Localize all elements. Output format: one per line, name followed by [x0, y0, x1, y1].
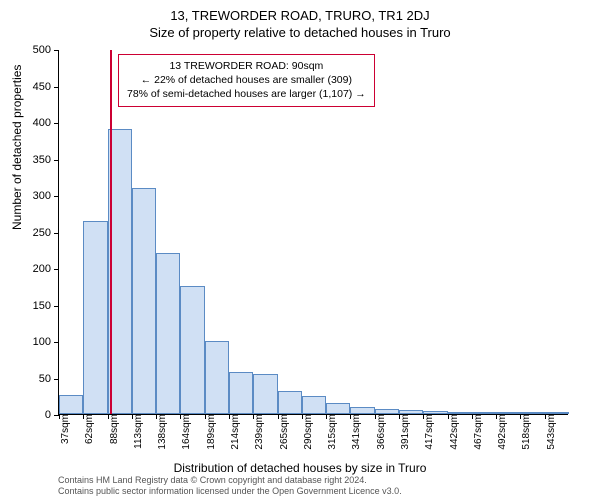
- y-tick-label: 100: [33, 336, 59, 348]
- histogram-bar: [59, 395, 83, 414]
- footer-line-1: Contains HM Land Registry data © Crown c…: [58, 475, 402, 486]
- callout-line: 78% of semi-detached houses are larger (…: [127, 87, 366, 101]
- histogram-bar: [180, 286, 204, 414]
- footer-line-2: Contains public sector information licen…: [58, 486, 402, 497]
- page-title: 13, TREWORDER ROAD, TRURO, TR1 2DJ: [0, 8, 600, 23]
- histogram-bar: [326, 403, 350, 414]
- y-tick-label: 50: [39, 373, 59, 385]
- histogram-bar: [205, 341, 229, 414]
- x-tick-label: 442sqm: [442, 414, 460, 450]
- x-tick-label: 214sqm: [223, 414, 241, 450]
- y-tick-label: 150: [33, 300, 59, 312]
- x-tick-label: 543sqm: [539, 414, 557, 450]
- y-tick-label: 200: [33, 263, 59, 275]
- callout-line: ← 22% of detached houses are smaller (30…: [127, 73, 366, 87]
- x-tick-label: 88sqm: [102, 414, 120, 444]
- y-tick-label: 300: [33, 190, 59, 202]
- x-tick-label: 189sqm: [199, 414, 217, 450]
- histogram-bar: [156, 253, 180, 414]
- x-tick-label: 138sqm: [150, 414, 168, 450]
- x-axis-label: Distribution of detached houses by size …: [0, 461, 600, 475]
- x-tick-label: 492sqm: [490, 414, 508, 450]
- footer-attribution: Contains HM Land Registry data © Crown c…: [58, 475, 402, 497]
- y-tick-label: 350: [33, 154, 59, 166]
- histogram-bar: [132, 188, 156, 414]
- y-tick-label: 250: [33, 227, 59, 239]
- x-tick-label: 366sqm: [369, 414, 387, 450]
- x-tick-label: 164sqm: [174, 414, 192, 450]
- x-tick-label: 341sqm: [344, 414, 362, 450]
- x-tick-label: 265sqm: [272, 414, 290, 450]
- histogram-chart: 05010015020025030035040045050037sqm62sqm…: [58, 50, 568, 415]
- property-callout: 13 TREWORDER ROAD: 90sqm← 22% of detache…: [118, 54, 375, 107]
- histogram-bar: [229, 372, 253, 414]
- y-tick-label: 500: [33, 44, 59, 56]
- x-tick-label: 391sqm: [393, 414, 411, 450]
- histogram-bar: [278, 391, 302, 414]
- page-subtitle: Size of property relative to detached ho…: [0, 25, 600, 40]
- histogram-bar: [350, 407, 374, 414]
- callout-line: 13 TREWORDER ROAD: 90sqm: [127, 59, 366, 73]
- histogram-bar: [545, 412, 569, 414]
- histogram-bar: [253, 374, 277, 414]
- x-tick-label: 518sqm: [514, 414, 532, 450]
- y-tick-label: 450: [33, 81, 59, 93]
- x-tick-label: 467sqm: [466, 414, 484, 450]
- x-tick-label: 62sqm: [77, 414, 95, 444]
- x-tick-label: 315sqm: [320, 414, 338, 450]
- property-marker-line: [110, 50, 112, 414]
- x-tick-label: 113sqm: [126, 414, 144, 449]
- y-tick-label: 400: [33, 117, 59, 129]
- x-tick-label: 290sqm: [296, 414, 314, 450]
- x-tick-label: 37sqm: [53, 414, 71, 444]
- histogram-bar: [83, 221, 107, 414]
- x-tick-label: 417sqm: [417, 414, 435, 450]
- x-tick-label: 239sqm: [247, 414, 265, 450]
- histogram-bar: [302, 396, 326, 414]
- y-axis-label: Number of detached properties: [10, 65, 24, 230]
